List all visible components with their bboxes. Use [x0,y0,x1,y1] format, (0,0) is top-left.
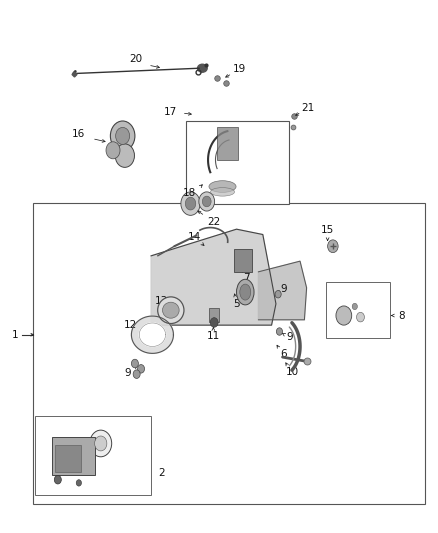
Bar [234,249,252,272]
Ellipse shape [198,64,207,72]
Text: 18: 18 [183,188,196,198]
Text: 5: 5 [233,299,240,309]
Circle shape [115,144,134,167]
Circle shape [210,318,218,327]
Text: 9: 9 [280,284,287,294]
Circle shape [90,430,112,457]
Polygon shape [151,229,276,325]
Text: 12: 12 [124,320,137,330]
Bar [35,416,151,495]
Text: 14: 14 [188,232,201,242]
Text: 21: 21 [301,103,314,112]
Text: 8: 8 [398,311,405,320]
Text: 17: 17 [163,107,177,117]
Bar [209,308,219,322]
Text: 11: 11 [207,331,220,341]
Text: 10: 10 [286,367,299,377]
Ellipse shape [162,302,179,318]
Circle shape [138,365,145,373]
Ellipse shape [240,284,251,300]
Circle shape [106,142,120,159]
Text: 20: 20 [129,54,142,63]
Bar [186,121,289,204]
Text: 7: 7 [243,273,250,283]
Ellipse shape [209,181,236,192]
Circle shape [54,475,61,484]
Text: 19: 19 [233,64,246,74]
Text: 9: 9 [124,368,131,378]
Polygon shape [139,323,166,346]
Text: 3: 3 [74,430,81,439]
Bar [52,437,95,475]
Circle shape [276,328,283,335]
Circle shape [116,127,130,144]
Circle shape [95,436,107,451]
Ellipse shape [237,279,254,305]
Ellipse shape [158,297,184,324]
Circle shape [275,290,281,298]
Text: 6: 6 [280,350,287,359]
Circle shape [133,370,140,378]
Circle shape [328,240,338,253]
Circle shape [352,303,357,310]
Circle shape [131,359,138,368]
Circle shape [181,192,200,215]
Text: 1: 1 [12,330,19,340]
Ellipse shape [210,188,234,196]
Text: 2: 2 [158,469,165,478]
Circle shape [185,197,196,210]
Circle shape [76,480,81,486]
Bar [55,445,81,472]
Polygon shape [258,261,307,320]
Circle shape [336,306,352,325]
Text: 13: 13 [155,296,168,306]
Bar [33,203,425,504]
Text: 4: 4 [53,480,60,490]
Circle shape [199,192,215,211]
Text: 15: 15 [321,225,334,235]
Bar [326,282,390,338]
Circle shape [202,196,211,207]
Bar [217,127,238,160]
Text: 22: 22 [207,217,220,227]
Text: 16: 16 [71,130,85,139]
Circle shape [357,312,364,322]
Circle shape [110,121,135,151]
Polygon shape [131,316,173,353]
Text: 9: 9 [286,332,293,342]
